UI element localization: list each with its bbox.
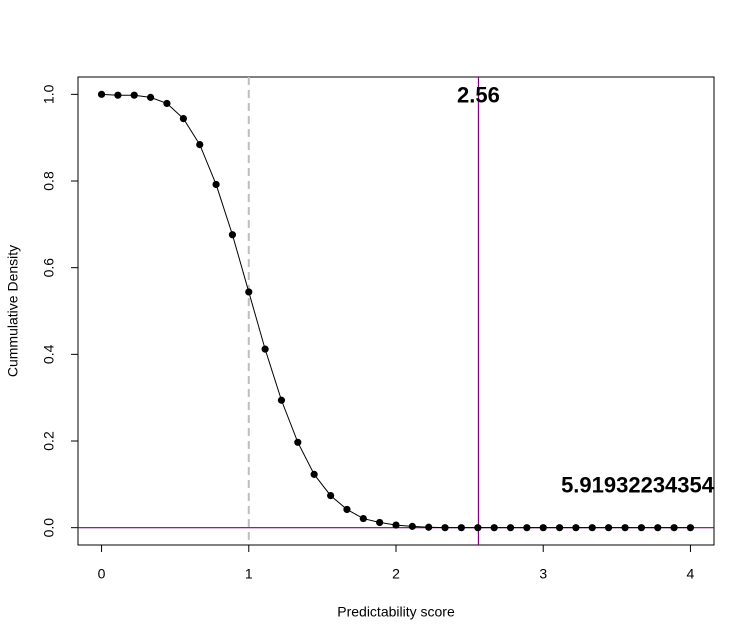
y-axis-title: Cummulative Density <box>5 245 21 377</box>
y-tick-label: 0.6 <box>41 258 57 278</box>
marker-label: 2.56 <box>457 82 500 107</box>
point <box>604 524 613 532</box>
y-tick-label: 0.0 <box>41 518 57 538</box>
point <box>539 524 547 532</box>
point <box>490 524 498 532</box>
point <box>457 524 465 532</box>
point <box>523 524 531 532</box>
point <box>310 470 318 478</box>
point <box>425 523 433 531</box>
y-tick-label: 0.8 <box>41 171 57 191</box>
point <box>196 141 204 149</box>
point <box>163 99 171 108</box>
point <box>441 524 449 532</box>
point <box>376 518 384 527</box>
point <box>130 91 138 99</box>
y-tick-label: 1.0 <box>41 84 57 104</box>
annotation: 5.91932234354 <box>561 472 715 497</box>
point <box>294 438 302 446</box>
y-tick-label: 0.4 <box>41 344 57 364</box>
x-tick-label: 4 <box>687 566 695 582</box>
point <box>212 180 220 189</box>
point <box>97 90 106 98</box>
x-tick-label: 3 <box>539 566 547 582</box>
point <box>359 514 367 523</box>
point <box>588 524 596 532</box>
point <box>474 524 482 532</box>
point <box>277 396 286 404</box>
point <box>555 524 564 532</box>
y-tick-label: 0.2 <box>41 431 57 451</box>
point <box>245 288 253 296</box>
point <box>146 93 155 101</box>
point <box>343 505 351 514</box>
point <box>572 524 580 532</box>
x-tick-label: 1 <box>245 566 253 582</box>
point <box>228 231 237 239</box>
point <box>686 524 695 532</box>
plot-frame <box>77 76 715 546</box>
point <box>261 345 269 353</box>
point <box>506 524 515 532</box>
x-tick-label: 2 <box>392 566 400 582</box>
x-tick-label: 0 <box>98 566 106 582</box>
point <box>621 524 629 532</box>
point <box>408 522 416 530</box>
point <box>179 115 188 123</box>
x-axis-title: Predictability score <box>337 604 455 620</box>
point <box>392 521 400 529</box>
point <box>637 524 646 532</box>
point <box>114 91 122 99</box>
point <box>654 524 662 532</box>
point <box>670 524 678 532</box>
point <box>327 492 335 500</box>
